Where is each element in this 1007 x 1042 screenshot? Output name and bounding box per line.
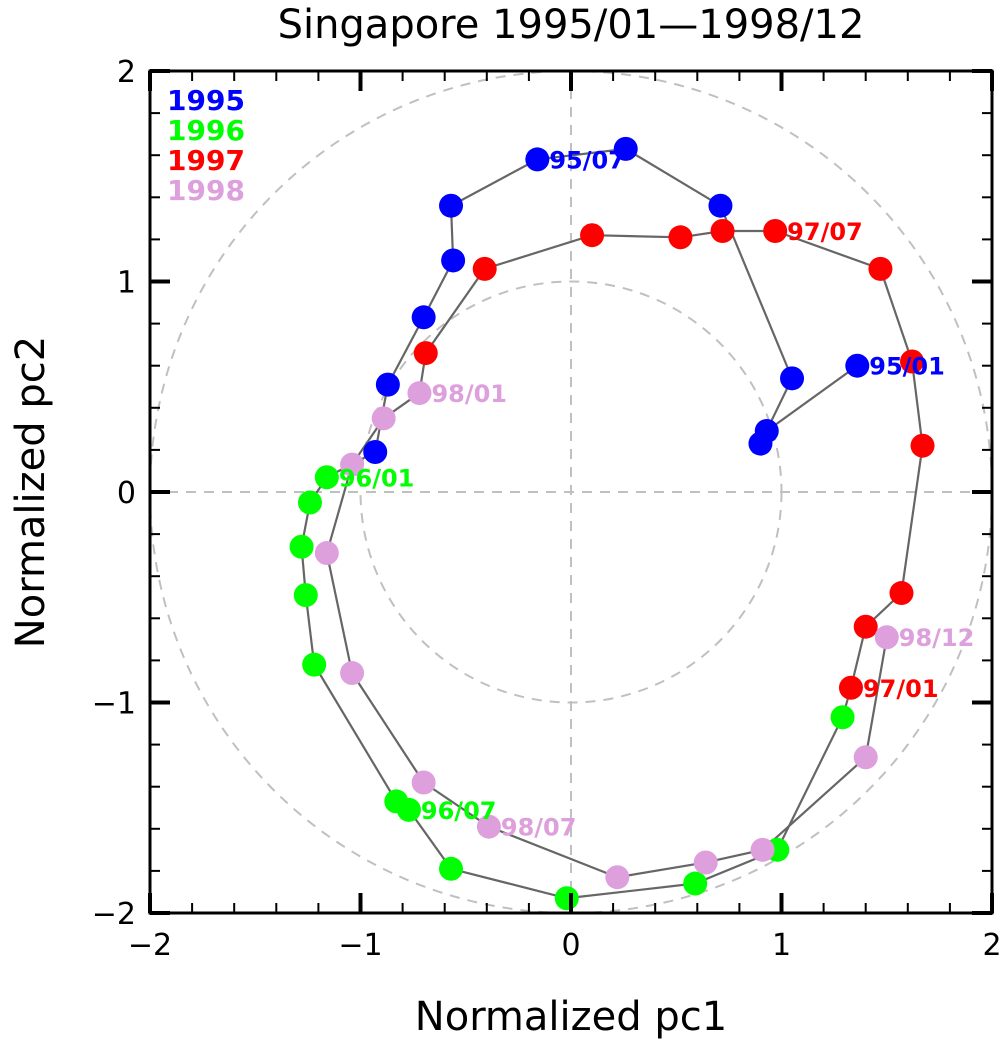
data-point-97-04 — [910, 433, 935, 458]
data-point-97-10 — [580, 223, 605, 248]
data-point-95-10 — [411, 305, 436, 330]
y-tick-label: −1 — [92, 687, 136, 722]
data-point-98-04 — [314, 541, 339, 566]
data-point-98-11 — [853, 745, 878, 770]
legend-entry-1997: 1997 — [167, 144, 245, 177]
data-point-95-08 — [439, 193, 464, 218]
y-tick-label: 1 — [117, 266, 136, 301]
data-point-97-12 — [413, 341, 438, 366]
data-point-97-05 — [900, 349, 925, 374]
point-label-98-07: 98/07 — [501, 814, 577, 842]
point-label-96-07: 96/07 — [421, 797, 497, 825]
data-point-97-11 — [472, 256, 497, 281]
data-point-96-02 — [297, 490, 322, 515]
data-point-97-09 — [668, 225, 693, 250]
y-tick-label: 0 — [117, 476, 136, 511]
data-point-98-10 — [750, 837, 775, 862]
point-label-96-01: 96/01 — [339, 464, 415, 492]
point-label-97-07: 97/07 — [787, 218, 863, 246]
legend-entry-1995: 1995 — [167, 84, 245, 117]
data-point-96-01 — [314, 465, 339, 490]
data-point-97-07 — [763, 218, 788, 243]
data-point-95-09 — [441, 248, 466, 273]
data-point-98-01 — [407, 381, 432, 406]
data-point-96-10 — [683, 871, 708, 896]
data-point-98-07 — [476, 814, 501, 839]
legend-entry-1996: 1996 — [167, 114, 245, 147]
data-point-95-04 — [780, 366, 805, 391]
data-point-95-06 — [613, 136, 638, 161]
legend-entry-1998: 1998 — [167, 174, 245, 207]
x-tick-label: −2 — [128, 928, 172, 963]
y-tick-label: 2 — [117, 55, 136, 90]
data-point-98-05 — [340, 661, 365, 686]
data-point-98-09 — [693, 850, 718, 875]
data-point-97-08 — [710, 218, 735, 243]
data-points — [289, 136, 935, 911]
point-labels: 95/01 95/07 96/01 96/07 97/01 97/07 98/01 98/07… — [339, 146, 974, 841]
x-tick-label: 1 — [772, 928, 791, 963]
data-point-95-12 — [363, 440, 388, 465]
point-label-97-01: 97/01 — [863, 675, 939, 703]
data-point-98-12 — [874, 625, 899, 650]
data-point-98-02 — [371, 406, 396, 431]
data-point-96-04 — [293, 583, 318, 608]
data-point-95-01 — [845, 353, 870, 378]
reference-guides — [149, 70, 993, 914]
data-point-96-05 — [302, 652, 327, 677]
data-point-96-08 — [439, 856, 464, 881]
data-point-95-03 — [748, 431, 773, 456]
data-point-96-12 — [830, 705, 855, 730]
point-label-98-12: 98/12 — [899, 624, 975, 652]
point-label-95-07: 95/07 — [549, 146, 625, 174]
data-point-96-03 — [289, 534, 314, 559]
data-point-95-07 — [525, 147, 550, 172]
data-point-96-07 — [396, 797, 421, 822]
chart-title: Singapore 1995/01—1998/12 — [278, 2, 865, 48]
data-point-95-11 — [375, 372, 400, 397]
trajectory-polyline — [300, 147, 924, 900]
x-axis-label: Normalized pc1 — [415, 994, 727, 1040]
data-point-98-03 — [340, 452, 365, 477]
data-point-97-02 — [853, 614, 878, 639]
point-label-95-01: 95/01 — [869, 353, 945, 381]
data-point-97-03 — [889, 581, 914, 606]
y-tick-label: −2 — [92, 897, 136, 932]
point-label-98-01: 98/01 — [431, 380, 507, 408]
data-point-96-09 — [554, 886, 579, 911]
data-point-97-01 — [838, 675, 863, 700]
trajectory-line — [300, 147, 924, 900]
x-tick-label: −1 — [338, 928, 382, 963]
y-axis-label: Normalized pc2 — [8, 336, 54, 648]
data-point-98-08 — [605, 865, 630, 890]
axis-ticks: −2 −1 0 1 2 −2 −1 0 1 2 — [92, 55, 1002, 963]
data-point-95-05 — [708, 193, 733, 218]
data-point-97-06 — [868, 256, 893, 281]
x-tick-label: 0 — [561, 928, 580, 963]
data-point-98-06 — [411, 770, 436, 795]
x-tick-label: 2 — [982, 928, 1001, 963]
